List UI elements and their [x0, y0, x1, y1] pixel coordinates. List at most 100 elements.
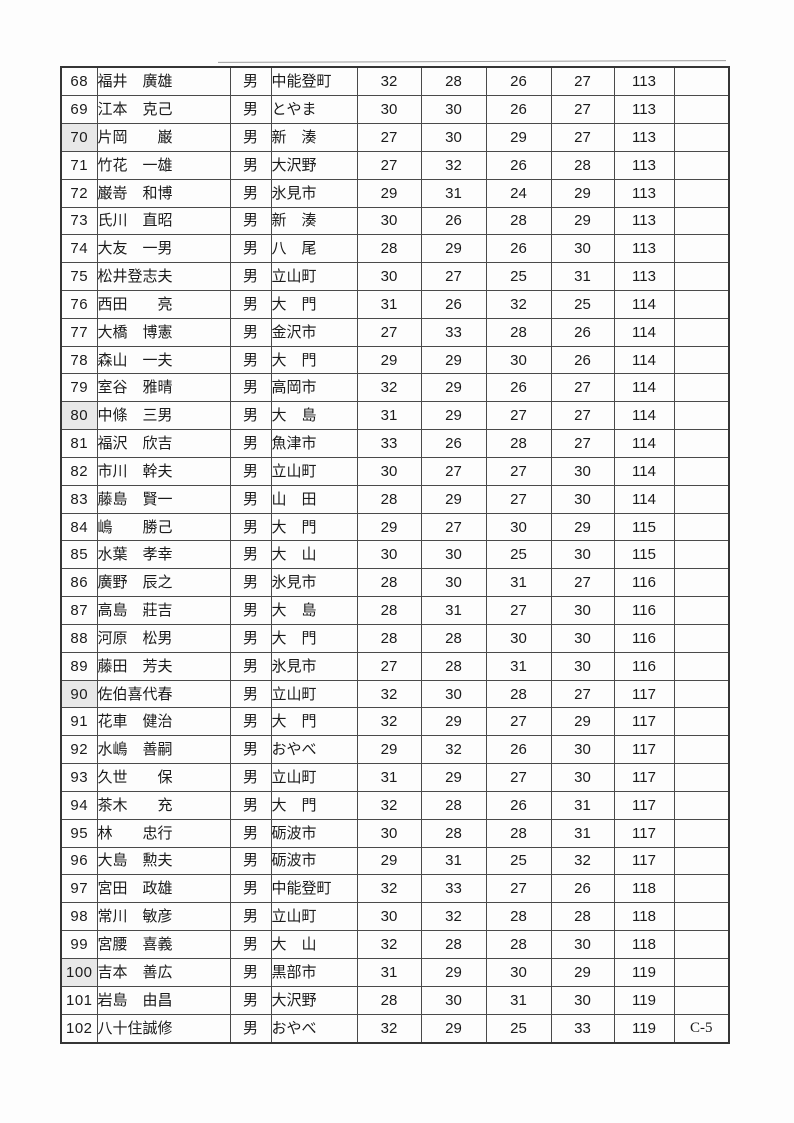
cell-note — [673, 206, 730, 236]
cell-rank: 82 — [60, 456, 98, 486]
cell-city: 氷見市 — [270, 178, 358, 208]
cell-name: 片岡 巌 — [96, 123, 231, 152]
cell-rank: 99 — [60, 930, 98, 959]
cell-city: 氷見市 — [270, 651, 358, 681]
cell-city: 立山町 — [270, 679, 358, 709]
cell-score-4: 30 — [550, 623, 615, 653]
cell-rank: 88 — [60, 623, 98, 653]
cell-score-3: 28 — [485, 429, 552, 458]
cell-score-4: 28 — [550, 902, 615, 932]
cell-rank: 96 — [60, 846, 98, 876]
cell-score-3: 26 — [485, 373, 552, 403]
cell-score-1: 31 — [356, 401, 422, 431]
cell-rank: 102 — [60, 1013, 98, 1044]
cell-gender: 男 — [229, 345, 272, 375]
cell-score-1: 30 — [356, 902, 422, 932]
cell-total: 116 — [613, 568, 675, 598]
cell-score-3: 25 — [485, 1013, 552, 1044]
cell-score-3: 25 — [485, 540, 552, 570]
cell-score-4: 30 — [550, 596, 615, 625]
table-row: 94 茶木 充男大 門 32 28 26 31 117 — [60, 790, 730, 820]
cell-gender: 男 — [229, 596, 272, 625]
cell-name: 藤島 賢一 — [96, 484, 231, 514]
cell-score-2: 27 — [420, 456, 487, 486]
cell-score-2: 29 — [420, 763, 487, 792]
table-row: 89 藤田 芳夫男氷見市 27 28 31 30 116 — [60, 651, 730, 681]
cell-gender: 男 — [229, 790, 272, 820]
table-row: 75 松井登志夫男立山町 30 27 25 31 113 — [60, 262, 730, 291]
cell-rank: 81 — [60, 429, 98, 458]
cell-note — [673, 596, 730, 625]
cell-gender: 男 — [229, 874, 272, 904]
cell-rank: 78 — [60, 345, 98, 375]
cell-score-3: 24 — [485, 178, 552, 208]
cell-note — [673, 846, 730, 876]
cell-score-4: 30 — [550, 540, 615, 570]
cell-score-2: 27 — [420, 512, 487, 542]
cell-note — [673, 707, 730, 737]
cell-city: 立山町 — [270, 456, 358, 486]
cell-score-4: 29 — [550, 178, 615, 208]
cell-name: 松井登志夫 — [96, 262, 231, 291]
cell-score-3: 25 — [485, 262, 552, 291]
cell-score-3: 26 — [485, 150, 552, 180]
cell-city: 中能登町 — [270, 874, 358, 904]
cell-score-4: 26 — [550, 317, 615, 347]
cell-score-2: 26 — [420, 206, 487, 236]
cell-gender: 男 — [229, 429, 272, 458]
table-row: 74 大友 一男男八 尾 28 29 26 30 113 — [60, 234, 730, 264]
cell-score-1: 31 — [356, 763, 422, 792]
cell-total: 113 — [613, 234, 675, 264]
cell-city: 立山町 — [270, 262, 358, 291]
cell-score-3: 31 — [485, 568, 552, 598]
cell-score-3: 26 — [485, 234, 552, 264]
cell-gender: 男 — [229, 985, 272, 1015]
cell-gender: 男 — [229, 512, 272, 542]
cell-rank: 72 — [60, 178, 98, 208]
cell-note — [673, 512, 730, 542]
cell-gender: 男 — [229, 262, 272, 291]
cell-total: 113 — [613, 262, 675, 291]
cell-city: 黒部市 — [270, 957, 358, 987]
table-row: 93 久世 保男立山町 31 29 27 30 117 — [60, 763, 730, 792]
table-row: 87 高島 莊吉男大 島 28 31 27 30 116 — [60, 596, 730, 625]
cell-note — [673, 484, 730, 514]
cell-name: 大橋 博憲 — [96, 317, 231, 347]
cell-score-1: 27 — [356, 317, 422, 347]
cell-city: 八 尾 — [270, 234, 358, 264]
cell-city: 中能登町 — [270, 66, 358, 97]
cell-name: 室谷 雅晴 — [96, 373, 231, 403]
cell-rank: 74 — [60, 234, 98, 264]
cell-total: 119 — [613, 957, 675, 987]
cell-gender: 男 — [229, 95, 272, 125]
cell-score-4: 26 — [550, 345, 615, 375]
cell-score-4: 27 — [550, 401, 615, 431]
cell-name: 江本 克己 — [96, 95, 231, 125]
cell-score-2: 32 — [420, 902, 487, 932]
cell-score-4: 30 — [550, 930, 615, 959]
cell-total: 115 — [613, 540, 675, 570]
cell-name: 河原 松男 — [96, 623, 231, 653]
cell-note — [673, 373, 730, 403]
cell-gender: 男 — [229, 178, 272, 208]
cell-total: 118 — [613, 874, 675, 904]
cell-score-2: 33 — [420, 317, 487, 347]
cell-score-1: 30 — [356, 456, 422, 486]
cell-note — [673, 651, 730, 681]
table-row: 92 水嶋 善嗣男おやべ 29 32 26 30 117 — [60, 735, 730, 765]
cell-score-1: 28 — [356, 484, 422, 514]
cell-score-4: 28 — [550, 150, 615, 180]
cell-rank: 101 — [60, 985, 98, 1015]
cell-score-4: 30 — [550, 651, 615, 681]
cell-score-4: 30 — [550, 763, 615, 792]
cell-name: 八十住誠修 — [96, 1013, 231, 1044]
cell-score-4: 25 — [550, 290, 615, 319]
cell-note — [673, 763, 730, 792]
cell-gender: 男 — [229, 623, 272, 653]
cell-city: 新 湊 — [270, 123, 358, 152]
cell-score-2: 28 — [420, 818, 487, 848]
cell-city: 大 門 — [270, 512, 358, 542]
cell-score-2: 28 — [420, 790, 487, 820]
cell-score-4: 27 — [550, 123, 615, 152]
